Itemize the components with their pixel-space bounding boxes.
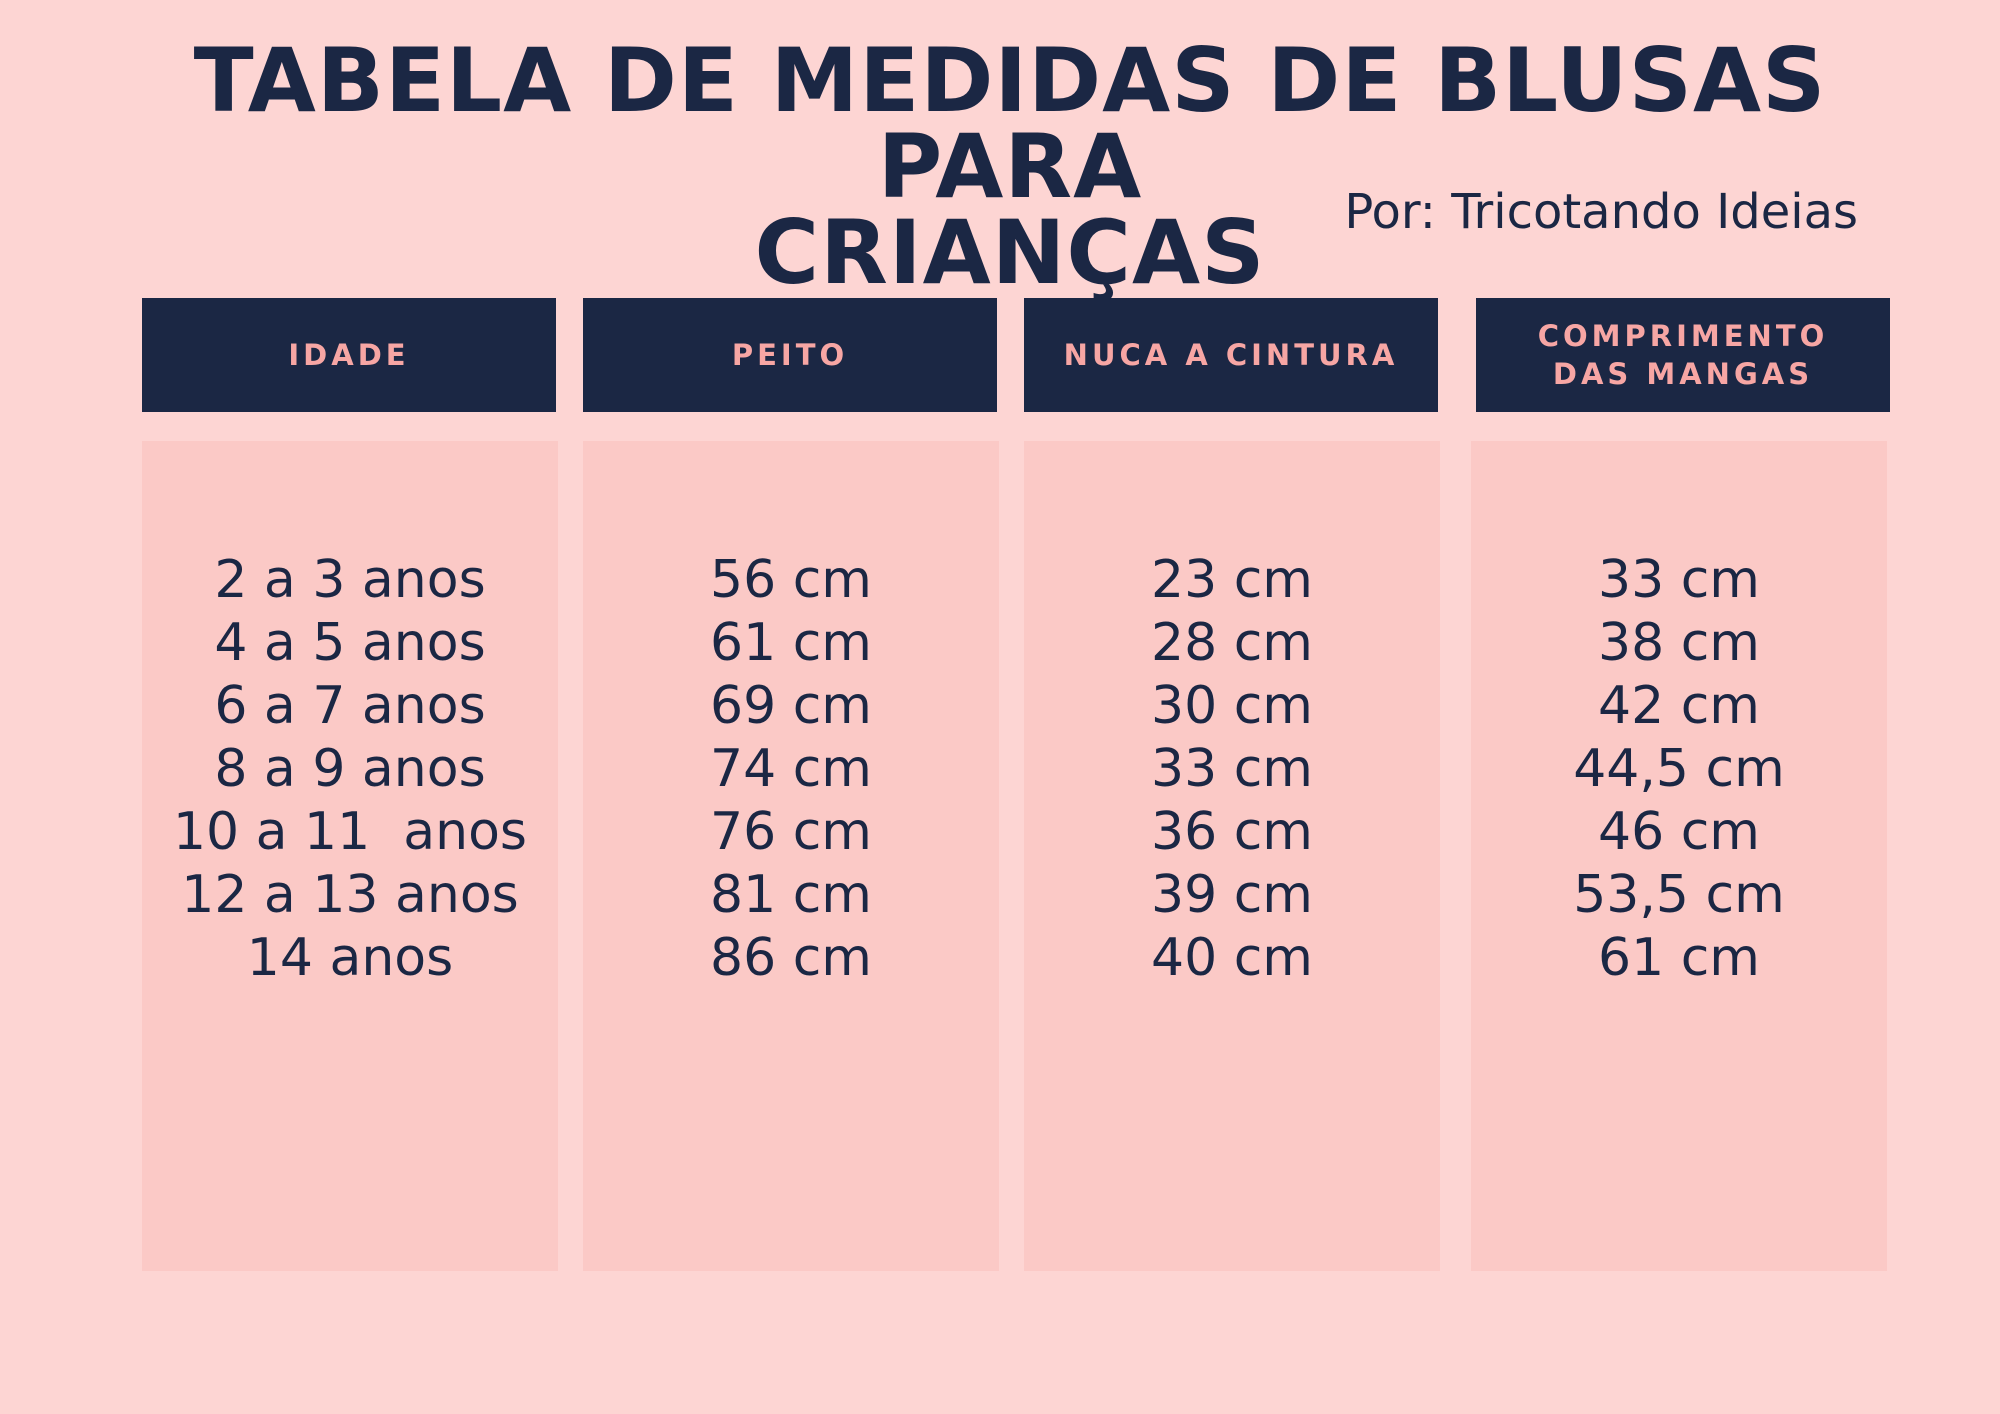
table-cell: 76 cm: [710, 802, 872, 862]
table-cell: 8 a 9 anos: [214, 739, 486, 799]
table-cell: 28 cm: [1151, 613, 1313, 673]
header-peito: PEITO: [583, 298, 997, 412]
header-idade: IDADE: [142, 298, 556, 412]
table-cell: 33 cm: [1151, 739, 1313, 799]
table-cell: 40 cm: [1151, 928, 1313, 988]
table-cell: 2 a 3 anos: [214, 550, 486, 610]
table-cell: 44,5 cm: [1573, 739, 1785, 799]
header-comprimento-das-mangas: COMPRIMENTO DAS MANGAS: [1476, 298, 1890, 412]
table-cell: 38 cm: [1598, 613, 1760, 673]
byline: Por: Tricotando Ideias: [1344, 184, 1858, 240]
column-peito: 56 cm 61 cm 69 cm 74 cm 76 cm 81 cm 86 c…: [583, 441, 999, 1271]
table-cell: 14 anos: [246, 928, 454, 988]
header-nuca-a-cintura: NUCA A CINTURA: [1024, 298, 1438, 412]
page-title: TABELA DE MEDIDAS DE BLUSAS PARA CRIANÇA…: [150, 37, 1870, 297]
table-cell: 42 cm: [1598, 676, 1760, 736]
table-cell: 81 cm: [710, 865, 872, 925]
table-cell: 12 a 13 anos: [181, 865, 519, 925]
title-line-1: TABELA DE MEDIDAS DE BLUSAS PARA: [193, 29, 1827, 218]
table-cell: 10 a 11 anos: [172, 802, 528, 862]
table-cell: 61 cm: [1598, 928, 1760, 988]
column-comprimento-das-mangas: 33 cm 38 cm 42 cm 44,5 cm 46 cm 53,5 cm …: [1471, 441, 1887, 1271]
table-cell: 23 cm: [1151, 550, 1313, 610]
table-cell: 53,5 cm: [1573, 865, 1785, 925]
table-cell: 56 cm: [710, 550, 872, 610]
table-cell: 46 cm: [1598, 802, 1760, 862]
column-nuca-a-cintura: 23 cm 28 cm 30 cm 33 cm 36 cm 39 cm 40 c…: [1024, 441, 1440, 1271]
table-cell: 61 cm: [710, 613, 872, 673]
table-cell: 33 cm: [1598, 550, 1760, 610]
table-cell: 6 a 7 anos: [214, 676, 486, 736]
table-cell: 86 cm: [710, 928, 872, 988]
table-cell: 74 cm: [710, 739, 872, 799]
table-cell: 30 cm: [1151, 676, 1313, 736]
table-cell: 4 a 5 anos: [214, 613, 486, 673]
column-idade: 2 a 3 anos 4 a 5 anos 6 a 7 anos 8 a 9 a…: [142, 441, 558, 1271]
table-cell: 69 cm: [710, 676, 872, 736]
table-cell: 36 cm: [1151, 802, 1313, 862]
table-cell: 39 cm: [1151, 865, 1313, 925]
title-line-2: CRIANÇAS: [754, 201, 1266, 304]
